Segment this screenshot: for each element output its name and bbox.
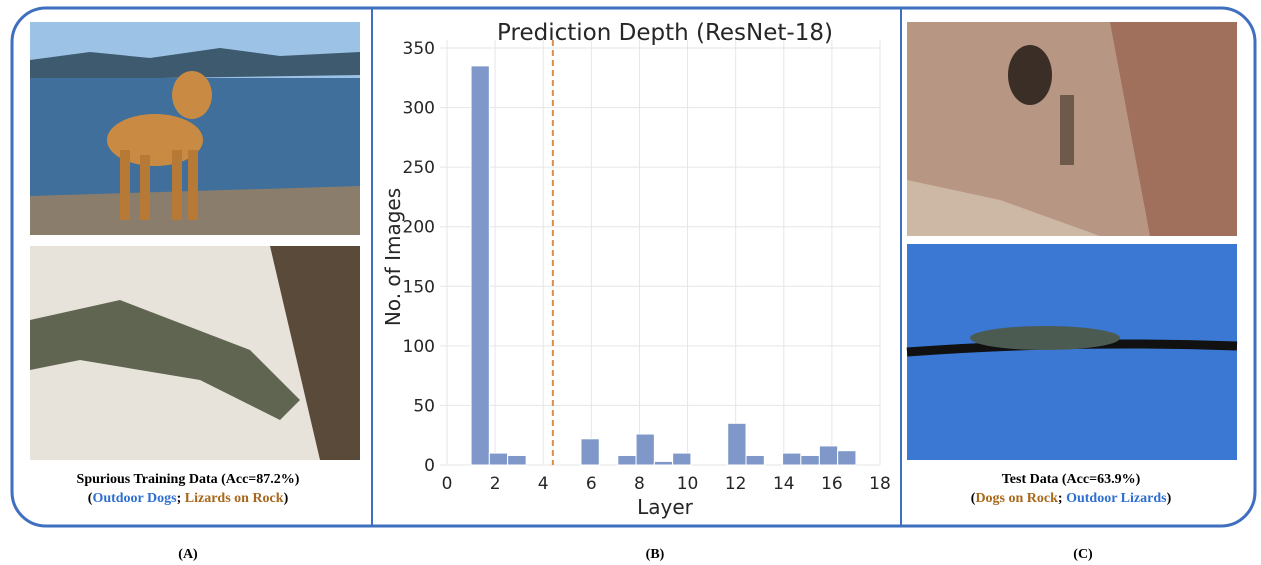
bar <box>819 446 837 465</box>
photo-canyon <box>907 22 1237 236</box>
y-tick-label: 50 <box>413 396 435 416</box>
x-tick-label: 0 <box>442 474 453 494</box>
x-axis-label: Layer <box>637 495 694 519</box>
x-tick-label: 12 <box>725 474 747 494</box>
y-tick-label: 250 <box>403 158 435 178</box>
bar <box>489 453 507 465</box>
caption-part: ) <box>284 491 289 506</box>
x-tick-label: 18 <box>869 474 891 494</box>
caption-title: Test Data (Acc=63.9%) <box>1002 472 1141 487</box>
caption-part: Outdoor Lizards <box>1066 491 1167 506</box>
caption-part: Outdoor Dogs <box>92 491 177 506</box>
bar <box>471 66 489 465</box>
chart-title: Prediction Depth (ResNet-18) <box>497 20 833 46</box>
bar <box>801 455 820 465</box>
panel-label: (B) <box>646 547 665 562</box>
caption-part: ; <box>177 491 185 506</box>
bar <box>673 453 691 465</box>
y-axis-label: No. of Images <box>381 188 405 326</box>
bar <box>654 461 672 465</box>
y-tick-label: 150 <box>403 277 435 297</box>
x-tick-label: 8 <box>634 474 645 494</box>
panel-label: (A) <box>178 547 198 562</box>
caption-title: Spurious Training Data (Acc=87.2%) <box>77 472 300 487</box>
y-tick-label: 200 <box>403 218 435 238</box>
bar <box>618 455 636 465</box>
bar <box>838 451 856 465</box>
photo-dog <box>30 22 360 235</box>
y-tick-label: 0 <box>424 456 435 476</box>
x-tick-label: 16 <box>821 474 843 494</box>
caption-part: Lizards on Rock <box>185 491 284 506</box>
bar <box>728 423 746 465</box>
caption-part: ) <box>1167 491 1172 506</box>
caption-groups: (Outdoor Dogs; Lizards on Rock) <box>88 491 289 506</box>
bar <box>746 455 764 465</box>
caption-groups: (Dogs on Rock; Outdoor Lizards) <box>971 491 1172 506</box>
y-tick-label: 350 <box>403 39 435 59</box>
bar <box>636 434 654 465</box>
x-tick-label: 4 <box>538 474 549 494</box>
x-tick-label: 2 <box>490 474 501 494</box>
x-tick-label: 6 <box>586 474 597 494</box>
x-tick-label: 10 <box>677 474 699 494</box>
photo-wire-lizard <box>907 244 1237 460</box>
caption-part: ; <box>1058 491 1066 506</box>
x-tick-label: 14 <box>773 474 795 494</box>
figure: Spurious Training Data (Acc=87.2%) (Outd… <box>0 0 1261 565</box>
bar <box>581 439 599 465</box>
bar <box>508 455 527 465</box>
y-tick-label: 300 <box>403 99 435 119</box>
y-tick-label: 100 <box>403 337 435 357</box>
panel-label: (C) <box>1073 547 1093 562</box>
plot: 0 50 100 150 200 250 300 350 0 2 4 6 8 10 12 14 16 18 <box>403 39 891 494</box>
caption-part: Dogs on Rock <box>975 491 1058 506</box>
photo-lizard <box>30 246 360 460</box>
bar <box>783 453 801 465</box>
